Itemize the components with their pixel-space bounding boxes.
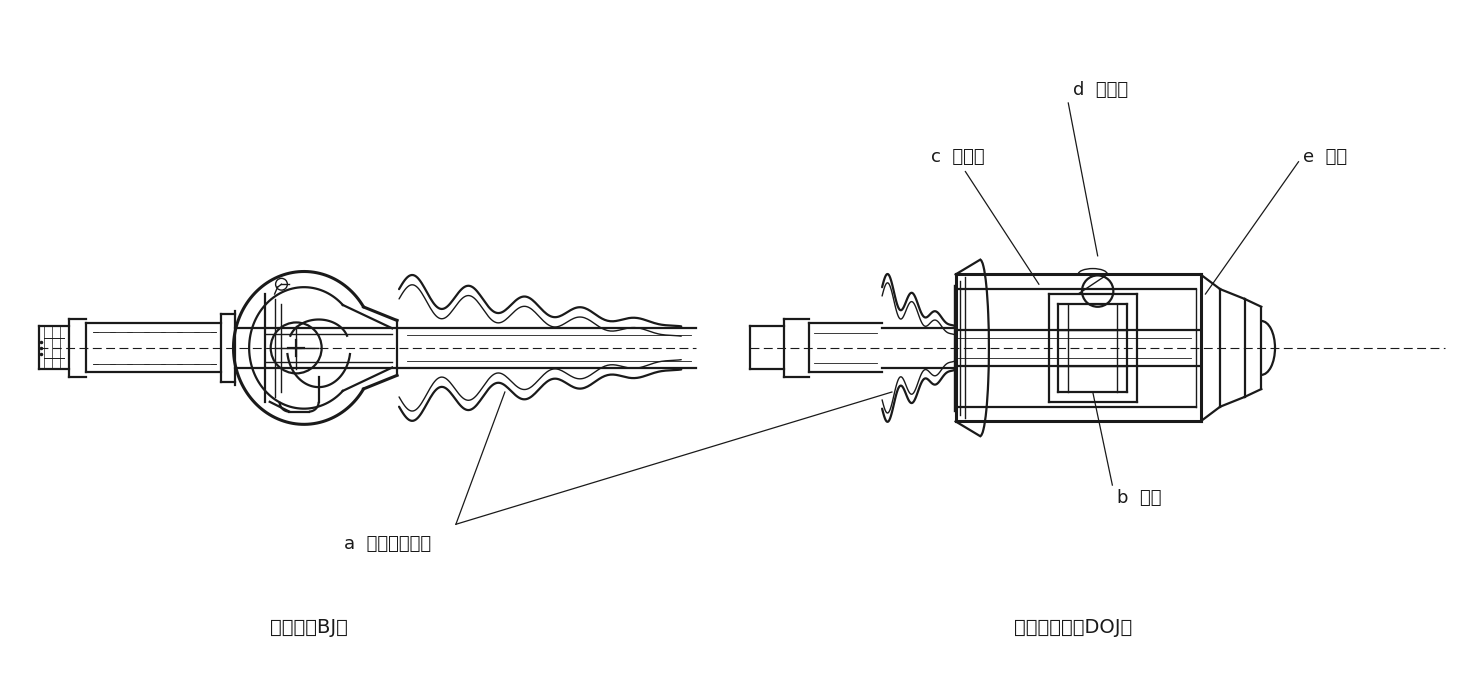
Text: 固定式（BJ）: 固定式（BJ） bbox=[270, 618, 349, 636]
Text: b  内輪: b 内輪 bbox=[1117, 488, 1161, 507]
Text: c  ケージ: c ケージ bbox=[931, 148, 985, 166]
Text: しゅう動式（DOJ）: しゅう動式（DOJ） bbox=[1014, 618, 1133, 636]
Text: e  外輪: e 外輪 bbox=[1304, 148, 1348, 166]
Text: d  ボール: d ボール bbox=[1074, 81, 1129, 99]
Text: a  ダストブーツ: a ダストブーツ bbox=[344, 535, 432, 552]
Circle shape bbox=[1083, 275, 1114, 307]
